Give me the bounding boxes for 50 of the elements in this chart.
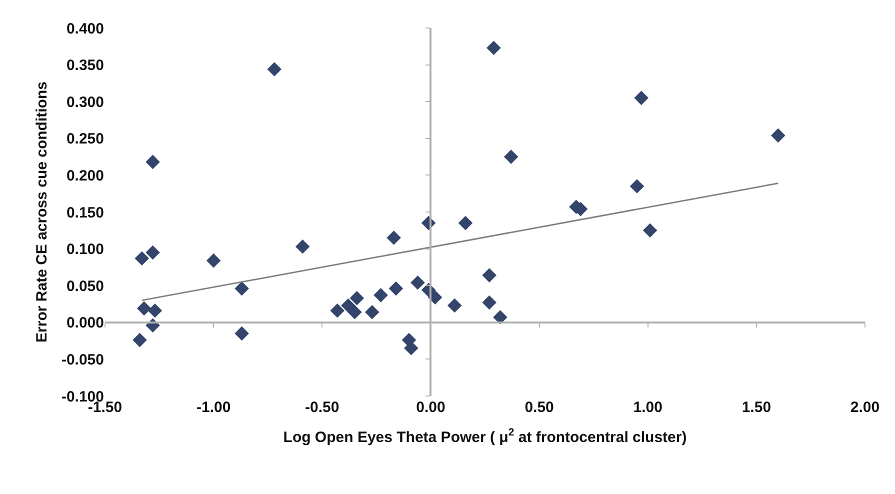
point — [642, 223, 658, 238]
point — [486, 40, 501, 56]
point — [770, 128, 786, 143]
point — [234, 326, 249, 341]
y-tick-label: 0.400 — [66, 20, 104, 38]
point — [634, 90, 648, 106]
point — [295, 239, 310, 254]
y-tick-label: 0.350 — [66, 57, 104, 74]
y-tick-label: 0.250 — [66, 130, 104, 148]
point — [148, 303, 162, 318]
point — [364, 304, 380, 320]
x-tick-label: -1.00 — [196, 399, 231, 416]
point — [386, 230, 401, 245]
point — [330, 303, 344, 318]
y-tick-label: 0.300 — [66, 94, 104, 111]
point — [132, 332, 147, 348]
point — [134, 251, 150, 266]
point — [447, 298, 462, 313]
point — [404, 341, 418, 356]
x-tick-label: 1.00 — [633, 399, 662, 416]
point — [146, 245, 160, 260]
point — [458, 216, 473, 230]
y-tick-label: 0.050 — [66, 278, 104, 295]
point — [493, 310, 508, 324]
y-tick-label: 0.100 — [66, 241, 104, 258]
point — [374, 288, 388, 302]
point — [136, 301, 152, 316]
point — [146, 154, 160, 170]
point — [267, 62, 282, 76]
x-tick-label: 2.00 — [850, 399, 880, 416]
y-tick-label: 0.000 — [66, 314, 104, 332]
point — [482, 295, 496, 310]
point — [410, 276, 425, 290]
x-axis-title: Log Open Eyes Theta Power ( μ$^{2}$ at frontocentral cluster) — [283, 426, 687, 446]
x-tick-label: 1.50 — [742, 399, 772, 416]
point — [504, 150, 518, 164]
y-axis-title: Error Rate CE across cue conditions — [34, 82, 51, 342]
point — [630, 179, 644, 194]
point — [388, 281, 404, 296]
point — [234, 281, 249, 296]
point — [482, 268, 496, 282]
point — [206, 253, 221, 268]
point — [348, 304, 362, 320]
y-tick-label: 0.150 — [66, 204, 104, 222]
x-tick-label: 0.00 — [416, 399, 446, 416]
x-tick-label: -0.50 — [305, 399, 340, 416]
x-tick-label: 0.50 — [524, 399, 554, 416]
y-tick-label: 0.200 — [66, 167, 104, 184]
y-tick-label: -0.050 — [61, 351, 104, 368]
point — [350, 290, 364, 306]
